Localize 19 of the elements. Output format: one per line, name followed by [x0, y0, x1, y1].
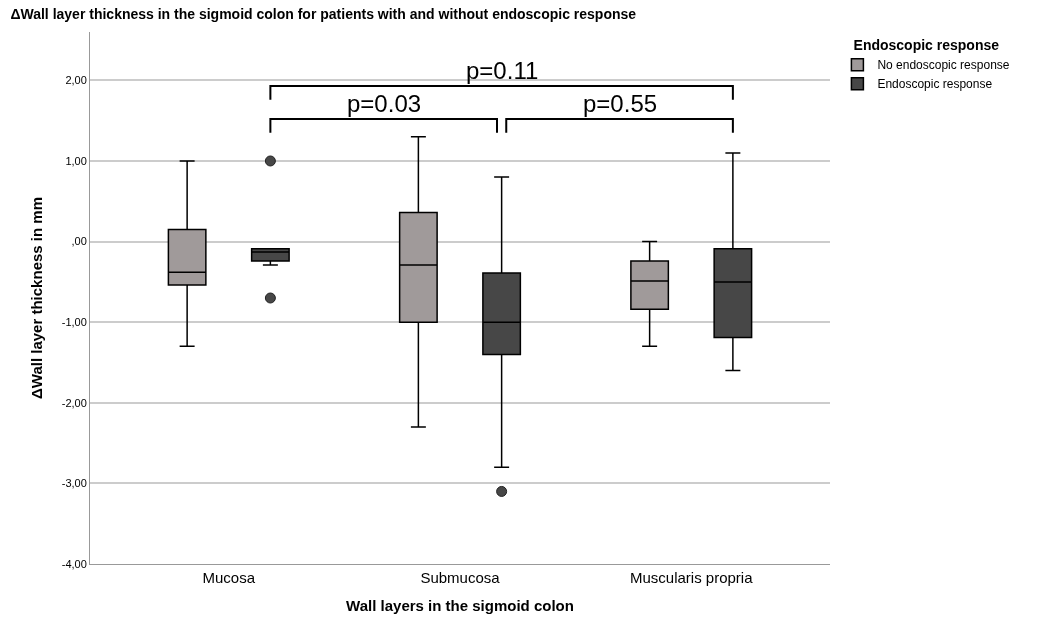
legend-label: Endoscopic response: [877, 77, 993, 92]
annotation: p=0.11: [466, 57, 539, 84]
y-tick-label: -4,00: [61, 557, 87, 570]
annotation: p=0.03: [347, 90, 422, 117]
y-tick-label: ,00: [71, 235, 87, 248]
annotation: p=0.55: [583, 90, 658, 117]
y-tick-label: 1,00: [65, 154, 87, 167]
x-tick-label: Mucosa: [202, 569, 256, 586]
y-tick-label: -3,00: [61, 477, 87, 490]
y-tick-label: -2,00: [61, 396, 87, 409]
x-tick-label: Muscularis propria: [629, 569, 754, 586]
legend-title: Endoscopic response: [853, 37, 1000, 54]
y-tick-label: 2,00: [65, 74, 87, 87]
y-axis-title: ΔWall layer thickness in mm: [27, 197, 45, 399]
y-tick-label: -1,00: [61, 316, 87, 329]
x-axis-title: Wall layers in the sigmoid colon: [346, 597, 574, 614]
x-tick-label: Submucosa: [420, 569, 501, 586]
legend-label: No endoscopic response: [877, 58, 1010, 73]
chart-title: ΔWall layer thickness in the sigmoid colon for patients with and without endoscopic response: [10, 6, 637, 23]
